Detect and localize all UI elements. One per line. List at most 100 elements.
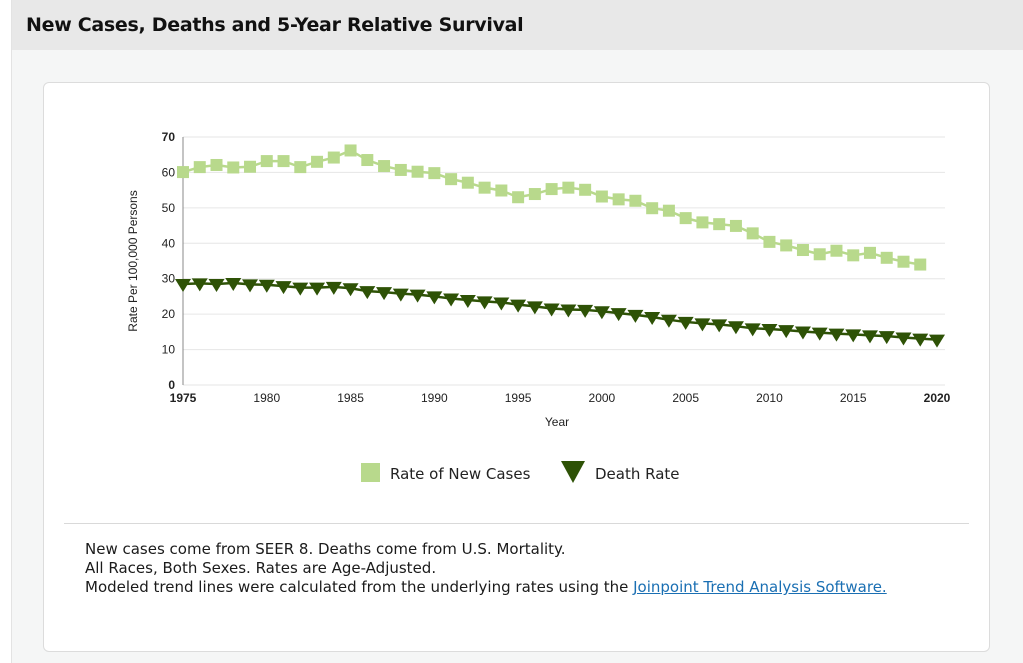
new-cases-point[interactable] xyxy=(244,160,257,173)
new-cases-point[interactable] xyxy=(679,212,692,225)
legend-item-new-cases[interactable]: Rate of New Cases xyxy=(361,463,531,483)
new-cases-point[interactable] xyxy=(847,249,860,262)
new-cases-point[interactable] xyxy=(294,161,307,174)
death-rate-point[interactable] xyxy=(275,281,292,295)
death-rate-point[interactable] xyxy=(526,301,543,315)
death-rate-point[interactable] xyxy=(476,296,493,310)
death-rate-point[interactable] xyxy=(644,311,661,325)
new-cases-point[interactable] xyxy=(277,155,290,168)
death-rate-point[interactable] xyxy=(325,281,342,295)
new-cases-point[interactable] xyxy=(746,227,759,240)
death-rate-point[interactable] xyxy=(929,334,945,348)
death-rate-point[interactable] xyxy=(711,319,728,333)
panel-header: New Cases, Deaths and 5-Year Relative Su… xyxy=(12,0,1023,50)
triangle-down-marker-icon xyxy=(561,461,585,483)
new-cases-point[interactable] xyxy=(311,155,324,168)
death-rate-point[interactable] xyxy=(727,321,744,335)
new-cases-point[interactable] xyxy=(880,251,893,264)
death-rate-point[interactable] xyxy=(426,291,443,305)
new-cases-point[interactable] xyxy=(327,151,340,164)
death-rate-point[interactable] xyxy=(912,333,929,347)
new-cases-point[interactable] xyxy=(562,181,575,194)
death-rate-line xyxy=(182,281,938,341)
death-rate-point[interactable] xyxy=(694,318,711,332)
new-cases-point[interactable] xyxy=(512,191,525,204)
death-rate-point[interactable] xyxy=(660,314,677,328)
death-rate-point[interactable] xyxy=(577,304,594,318)
death-rate-point[interactable] xyxy=(208,279,225,293)
new-cases-point[interactable] xyxy=(713,218,726,231)
new-cases-point[interactable] xyxy=(210,158,223,171)
new-cases-point[interactable] xyxy=(193,161,206,174)
new-cases-point[interactable] xyxy=(445,173,458,186)
new-cases-point[interactable] xyxy=(495,184,508,197)
new-cases-point[interactable] xyxy=(411,165,424,178)
death-rate-point[interactable] xyxy=(175,279,191,293)
death-rate-point[interactable] xyxy=(778,325,795,339)
death-rate-point[interactable] xyxy=(627,309,644,323)
new-cases-point[interactable] xyxy=(394,163,407,176)
death-rate-point[interactable] xyxy=(443,293,460,307)
new-cases-point[interactable] xyxy=(478,181,491,194)
death-rate-point[interactable] xyxy=(359,286,376,300)
new-cases-point[interactable] xyxy=(662,204,675,217)
new-cases-point[interactable] xyxy=(612,193,625,206)
death-rate-point[interactable] xyxy=(811,327,828,341)
death-rate-point[interactable] xyxy=(543,303,560,317)
new-cases-point[interactable] xyxy=(897,255,910,268)
death-rate-point[interactable] xyxy=(376,287,393,301)
new-cases-point[interactable] xyxy=(629,194,642,207)
new-cases-point[interactable] xyxy=(344,144,357,157)
death-rate-point[interactable] xyxy=(677,316,694,330)
new-cases-point[interactable] xyxy=(780,239,793,252)
death-rate-point[interactable] xyxy=(610,308,627,322)
new-cases-point[interactable] xyxy=(646,202,659,215)
new-cases-point[interactable] xyxy=(428,167,441,180)
death-rate-point[interactable] xyxy=(744,323,761,337)
death-rate-point[interactable] xyxy=(409,289,426,303)
death-rate-point[interactable] xyxy=(510,299,527,313)
new-cases-point[interactable] xyxy=(729,219,742,232)
death-rate-point[interactable] xyxy=(225,277,242,291)
new-cases-point[interactable] xyxy=(361,154,374,167)
death-rate-point[interactable] xyxy=(794,326,811,340)
death-rate-point[interactable] xyxy=(828,328,845,342)
new-cases-point[interactable] xyxy=(863,246,876,259)
death-rate-point[interactable] xyxy=(191,278,208,292)
new-cases-point[interactable] xyxy=(378,160,391,173)
death-rate-point[interactable] xyxy=(861,330,878,344)
death-rate-point[interactable] xyxy=(392,288,409,302)
death-rate-point[interactable] xyxy=(845,329,862,343)
death-rate-point[interactable] xyxy=(878,331,895,345)
new-cases-point[interactable] xyxy=(914,258,927,271)
new-cases-point[interactable] xyxy=(763,235,776,248)
death-rate-point[interactable] xyxy=(761,324,778,338)
death-rate-point[interactable] xyxy=(309,282,326,296)
y-axis-ticks: 0 10 20 30 40 50 60 70 xyxy=(162,130,176,392)
new-cases-point[interactable] xyxy=(177,166,189,179)
new-cases-point[interactable] xyxy=(528,188,541,201)
series-new-cases xyxy=(177,144,927,271)
death-rate-point[interactable] xyxy=(342,283,359,297)
legend-item-death-rate[interactable]: Death Rate xyxy=(561,461,680,483)
death-rate-point[interactable] xyxy=(258,279,275,293)
new-cases-point[interactable] xyxy=(461,176,474,189)
new-cases-point[interactable] xyxy=(696,216,709,229)
x-tick-label: 2000 xyxy=(589,391,616,405)
new-cases-point[interactable] xyxy=(545,183,558,196)
new-cases-point[interactable] xyxy=(227,161,240,174)
joinpoint-software-link[interactable]: Joinpoint Trend Analysis Software. xyxy=(633,578,887,596)
death-rate-point[interactable] xyxy=(560,304,577,318)
death-rate-point[interactable] xyxy=(593,306,610,320)
new-cases-point[interactable] xyxy=(579,183,592,196)
death-rate-point[interactable] xyxy=(493,297,510,311)
death-rate-point[interactable] xyxy=(895,332,912,346)
new-cases-point[interactable] xyxy=(595,190,608,203)
death-rate-point[interactable] xyxy=(242,279,259,293)
new-cases-point[interactable] xyxy=(260,155,273,168)
death-rate-point[interactable] xyxy=(292,282,309,296)
new-cases-point[interactable] xyxy=(813,248,826,261)
new-cases-point[interactable] xyxy=(796,244,809,257)
death-rate-point[interactable] xyxy=(459,294,476,308)
new-cases-point[interactable] xyxy=(830,244,843,257)
